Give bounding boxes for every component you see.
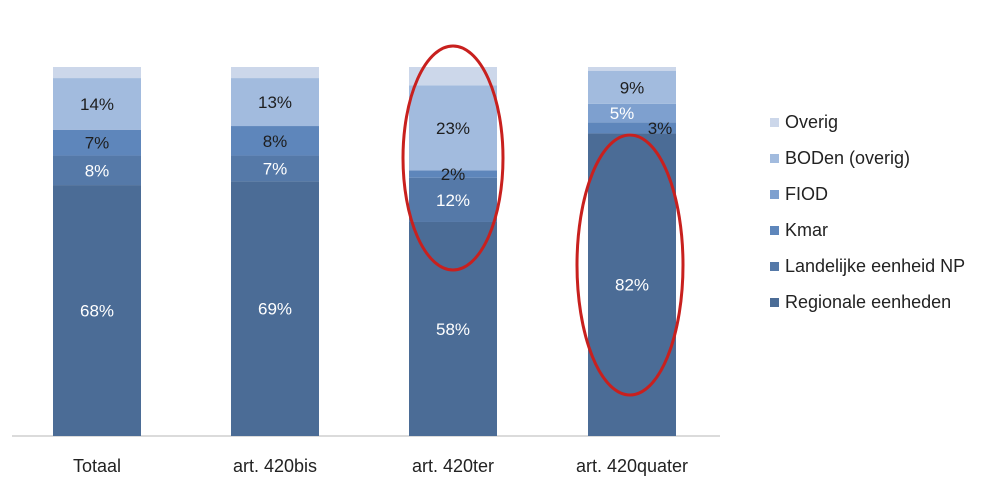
bar-segment [231, 155, 319, 182]
legend-label: BODen (overig) [785, 147, 911, 168]
data-label: 14% [80, 95, 114, 114]
bar-segment [53, 129, 141, 156]
data-label: 12% [436, 191, 470, 210]
legend-item: FIOD [770, 176, 998, 212]
bar-segment [588, 133, 676, 437]
bar-segment [231, 181, 319, 436]
legend-label: FIOD [785, 183, 828, 204]
legend-item: Kmar [770, 212, 998, 248]
data-label: 7% [263, 159, 288, 178]
highlight-ellipse [401, 44, 505, 272]
bar-segment [53, 155, 141, 186]
data-label: 82% [615, 276, 649, 295]
bar-segment [409, 221, 497, 436]
legend-swatch [770, 261, 779, 271]
bar-segment [588, 67, 676, 71]
data-label: 23% [436, 119, 470, 138]
data-label: 69% [258, 300, 292, 319]
data-label: 8% [85, 161, 110, 180]
data-label: 13% [258, 93, 292, 112]
legend-swatch [770, 153, 779, 163]
legend-swatch [770, 297, 779, 307]
bar-segment [231, 67, 319, 79]
x-tick-label: art. 420ter [412, 456, 494, 476]
legend-item: Regionale eenheden [770, 284, 998, 320]
data-label: 5% [610, 104, 635, 123]
bar-segment [588, 70, 676, 104]
legend-label: Regionale eenheden [785, 291, 952, 312]
data-label: 3% [648, 119, 673, 138]
bar-segment [231, 78, 319, 127]
data-label: 7% [85, 134, 110, 153]
bar-segment [409, 85, 497, 171]
legend-swatch [770, 189, 779, 199]
bar-segment [53, 67, 141, 79]
bar-segment [53, 185, 141, 436]
legend-swatch [770, 225, 779, 235]
bar-segment [409, 177, 497, 222]
bar-segment [409, 67, 497, 86]
bar-segment [409, 170, 497, 178]
legend-label: Kmar [785, 219, 829, 240]
legend-swatch [770, 117, 779, 127]
legend-label: Landelijke eenheid NP [785, 255, 966, 276]
x-tick-label: art. 420bis [233, 456, 317, 476]
legend: Overig BODen (overig) FIOD Kmar Landelijke e… [770, 104, 998, 320]
legend-item: Overig [770, 104, 998, 140]
bar-segment [231, 126, 319, 156]
legend-item: BODen (overig) [770, 140, 998, 176]
bar-segment [588, 103, 676, 123]
x-tick-label: art. 420quater [576, 456, 688, 476]
x-tick-label: Totaal [73, 456, 121, 476]
data-label: 68% [80, 302, 114, 321]
highlight-ellipse [575, 133, 685, 397]
data-label: 58% [436, 320, 470, 339]
data-label: 8% [263, 132, 288, 151]
bar-segment [588, 122, 676, 134]
bar-segment [53, 78, 141, 130]
legend-label: Overig [785, 111, 839, 132]
legend-item: Landelijke eenheid NP [770, 248, 998, 284]
data-label: 9% [620, 78, 645, 97]
data-label: 2% [441, 165, 466, 184]
